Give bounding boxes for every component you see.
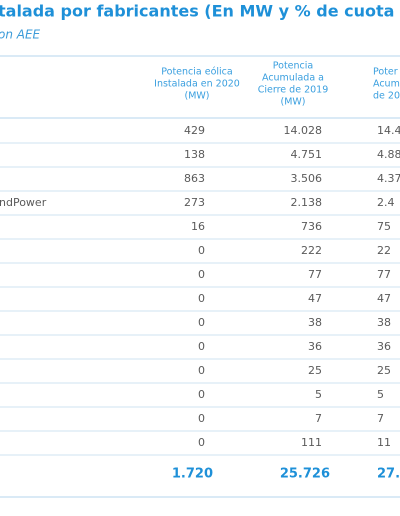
cell: 0	[198, 244, 205, 257]
cell: 36	[377, 340, 391, 353]
cell: 4.88	[377, 148, 400, 161]
cell: 25	[308, 364, 322, 377]
cell: 2.138	[291, 196, 323, 209]
column-header: (MW)	[280, 97, 305, 108]
cell: 429	[184, 124, 205, 137]
cell: 0	[198, 412, 205, 425]
cell: 0	[198, 388, 205, 401]
cell: 7	[377, 412, 384, 425]
cell: 75	[377, 220, 391, 233]
cell: 5	[315, 388, 322, 401]
cell: 138	[184, 148, 205, 161]
cell: 36	[308, 340, 322, 353]
cell: 0	[198, 316, 205, 329]
cell: 0	[198, 364, 205, 377]
cell: 0	[198, 340, 205, 353]
total: 1.720	[172, 467, 213, 482]
total: 27.4	[377, 467, 400, 482]
cell: 77	[308, 268, 322, 281]
cell: 5	[377, 388, 384, 401]
cell: 863	[184, 172, 205, 185]
cell: 25	[377, 364, 391, 377]
cell: 14.4	[377, 124, 400, 137]
column-header: Cierre de 2019	[258, 85, 329, 96]
total: 25.726	[280, 467, 330, 482]
column-header: Poter	[373, 67, 398, 78]
cell: 0	[198, 436, 205, 449]
cell: 4.751	[291, 148, 323, 161]
column-header: Potencia eólica	[161, 67, 232, 78]
cell: 22	[377, 244, 391, 257]
cell: 0	[198, 268, 205, 281]
cell: 14.028	[284, 124, 323, 137]
cell: 111	[301, 436, 322, 449]
row-name: ndPower	[0, 196, 47, 209]
title: talada por fabricantes (En MW y % de cuo…	[0, 2, 400, 21]
column-header: Acumulada	[373, 79, 400, 90]
cell: 222	[301, 244, 322, 257]
column-header: Instalada en 2020	[154, 79, 240, 90]
cell: 7	[315, 412, 322, 425]
column-header: Potencia	[273, 61, 313, 72]
cell: 77	[377, 268, 391, 281]
cell: 47	[377, 292, 391, 305]
subtitle: on AEE	[0, 28, 41, 42]
cell: 38	[308, 316, 322, 329]
cell: 11	[377, 436, 391, 449]
cell: 38	[377, 316, 391, 329]
cell: 16	[191, 220, 205, 233]
cell: 0	[198, 292, 205, 305]
cell: 4.37	[377, 172, 400, 185]
column-header: Acumulada a	[262, 73, 324, 84]
column-header: (MW)	[184, 91, 209, 102]
column-header: de 2020	[373, 91, 400, 102]
cell: 3.506	[291, 172, 323, 185]
cell: 47	[308, 292, 322, 305]
cell: 273	[184, 196, 205, 209]
cell: 736	[301, 220, 322, 233]
cell: 2.4	[377, 196, 395, 209]
